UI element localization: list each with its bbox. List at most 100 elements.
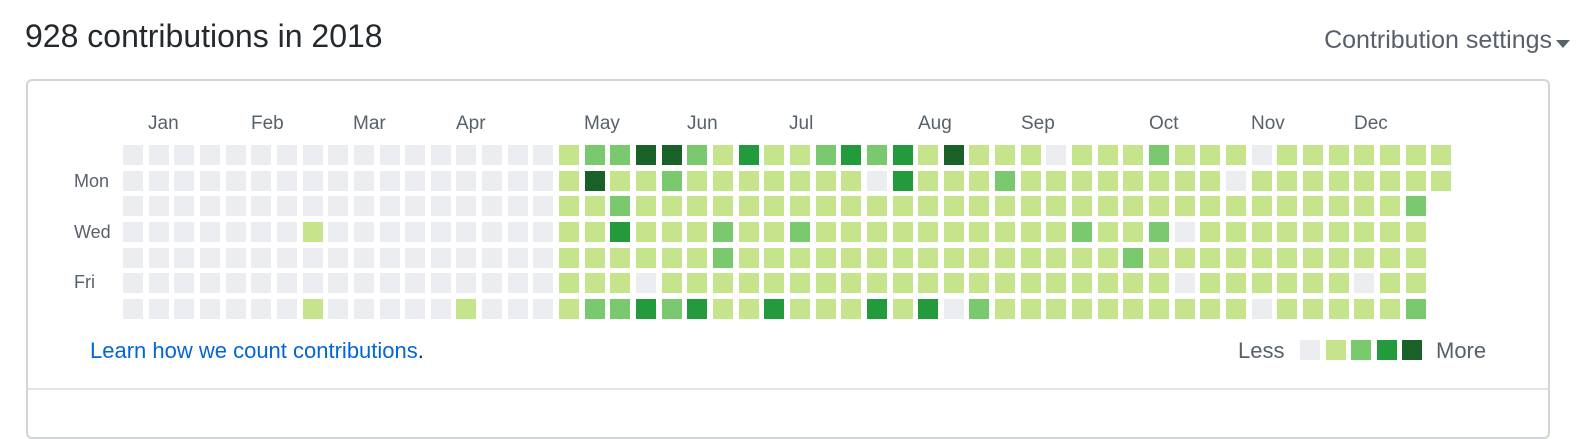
contribution-day-cell[interactable] — [1072, 145, 1092, 165]
contribution-day-cell[interactable] — [430, 273, 451, 294]
contribution-day-cell[interactable] — [584, 247, 605, 268]
contribution-day-cell[interactable] — [610, 247, 631, 268]
contribution-day-cell[interactable] — [1020, 170, 1041, 191]
contribution-day-cell[interactable] — [1046, 273, 1067, 294]
contribution-day-cell[interactable] — [430, 221, 451, 242]
contribution-day-cell[interactable] — [789, 221, 810, 242]
contribution-day-cell[interactable] — [1046, 145, 1067, 165]
contribution-day-cell[interactable] — [866, 170, 887, 191]
contribution-day-cell[interactable] — [1302, 221, 1323, 242]
contribution-day-cell[interactable] — [1251, 247, 1272, 268]
contribution-day-cell[interactable] — [379, 170, 400, 191]
contribution-day-cell[interactable] — [995, 221, 1016, 242]
contribution-day-cell[interactable] — [1020, 145, 1041, 165]
contribution-day-cell[interactable] — [456, 196, 477, 217]
contribution-day-cell[interactable] — [507, 247, 528, 268]
contribution-day-cell[interactable] — [559, 196, 579, 217]
contribution-day-cell[interactable] — [1020, 247, 1041, 268]
contribution-day-cell[interactable] — [969, 221, 990, 242]
contribution-day-cell[interactable] — [1072, 196, 1092, 217]
contribution-day-cell[interactable] — [1226, 298, 1246, 319]
contribution-day-cell[interactable] — [892, 196, 913, 217]
contribution-day-cell[interactable] — [456, 298, 477, 319]
contribution-day-cell[interactable] — [507, 298, 528, 319]
contribution-day-cell[interactable] — [148, 247, 169, 268]
contribution-day-cell[interactable] — [1277, 196, 1298, 217]
contribution-day-cell[interactable] — [1072, 298, 1092, 319]
contribution-day-cell[interactable] — [1379, 170, 1400, 191]
contribution-day-cell[interactable] — [1123, 196, 1144, 217]
contribution-day-cell[interactable] — [815, 170, 836, 191]
contribution-day-cell[interactable] — [1431, 170, 1452, 191]
contribution-day-cell[interactable] — [174, 298, 195, 319]
contribution-day-cell[interactable] — [1302, 145, 1323, 165]
contribution-day-cell[interactable] — [1046, 170, 1067, 191]
contribution-day-cell[interactable] — [918, 247, 939, 268]
contribution-day-cell[interactable] — [1277, 221, 1298, 242]
contribution-day-cell[interactable] — [764, 221, 785, 242]
contribution-day-cell[interactable] — [507, 170, 528, 191]
contribution-day-cell[interactable] — [1405, 273, 1426, 294]
contribution-day-cell[interactable] — [1379, 247, 1400, 268]
contribution-day-cell[interactable] — [251, 247, 272, 268]
contribution-day-cell[interactable] — [995, 247, 1016, 268]
contribution-day-cell[interactable] — [1328, 221, 1349, 242]
contribution-day-cell[interactable] — [969, 247, 990, 268]
contribution-day-cell[interactable] — [943, 221, 964, 242]
contribution-day-cell[interactable] — [943, 247, 964, 268]
contribution-day-cell[interactable] — [995, 145, 1016, 165]
contribution-day-cell[interactable] — [379, 145, 400, 165]
contribution-day-cell[interactable] — [148, 196, 169, 217]
contribution-day-cell[interactable] — [1200, 298, 1221, 319]
contribution-day-cell[interactable] — [379, 221, 400, 242]
contribution-day-cell[interactable] — [1072, 170, 1092, 191]
contribution-day-cell[interactable] — [430, 298, 451, 319]
contribution-day-cell[interactable] — [943, 145, 964, 165]
contribution-day-cell[interactable] — [533, 196, 554, 217]
contribution-day-cell[interactable] — [995, 298, 1016, 319]
contribution-day-cell[interactable] — [276, 247, 297, 268]
contribution-day-cell[interactable] — [353, 196, 374, 217]
contribution-day-cell[interactable] — [225, 145, 246, 165]
contribution-day-cell[interactable] — [276, 273, 297, 294]
contribution-day-cell[interactable] — [1072, 221, 1092, 242]
contribution-day-cell[interactable] — [1020, 273, 1041, 294]
contribution-day-cell[interactable] — [1020, 298, 1041, 319]
contribution-day-cell[interactable] — [636, 145, 656, 165]
contribution-day-cell[interactable] — [789, 247, 810, 268]
contribution-day-cell[interactable] — [1328, 298, 1349, 319]
contribution-day-cell[interactable] — [1174, 221, 1195, 242]
contribution-day-cell[interactable] — [1405, 145, 1426, 165]
contribution-day-cell[interactable] — [841, 145, 862, 165]
contribution-day-cell[interactable] — [789, 145, 810, 165]
contribution-day-cell[interactable] — [328, 298, 349, 319]
contribution-day-cell[interactable] — [789, 170, 810, 191]
contribution-day-cell[interactable] — [1226, 247, 1246, 268]
contribution-day-cell[interactable] — [1149, 247, 1169, 268]
contribution-day-cell[interactable] — [892, 170, 913, 191]
contribution-day-cell[interactable] — [738, 196, 759, 217]
contribution-day-cell[interactable] — [199, 221, 220, 242]
contribution-day-cell[interactable] — [636, 196, 656, 217]
contribution-day-cell[interactable] — [995, 273, 1016, 294]
contribution-day-cell[interactable] — [559, 170, 579, 191]
contribution-day-cell[interactable] — [815, 247, 836, 268]
contribution-day-cell[interactable] — [610, 273, 631, 294]
contribution-day-cell[interactable] — [148, 145, 169, 165]
contribution-day-cell[interactable] — [1226, 145, 1246, 165]
contribution-day-cell[interactable] — [225, 247, 246, 268]
contribution-day-cell[interactable] — [1251, 221, 1272, 242]
contribution-day-cell[interactable] — [225, 196, 246, 217]
contribution-day-cell[interactable] — [1354, 247, 1375, 268]
contribution-day-cell[interactable] — [302, 221, 323, 242]
contribution-day-cell[interactable] — [1277, 298, 1298, 319]
contribution-day-cell[interactable] — [815, 298, 836, 319]
contribution-day-cell[interactable] — [456, 273, 477, 294]
contribution-day-cell[interactable] — [1226, 196, 1246, 217]
contribution-day-cell[interactable] — [1431, 145, 1452, 165]
contribution-day-cell[interactable] — [995, 196, 1016, 217]
contribution-day-cell[interactable] — [687, 221, 708, 242]
contribution-day-cell[interactable] — [276, 298, 297, 319]
contribution-day-cell[interactable] — [379, 247, 400, 268]
contribution-day-cell[interactable] — [1277, 247, 1298, 268]
